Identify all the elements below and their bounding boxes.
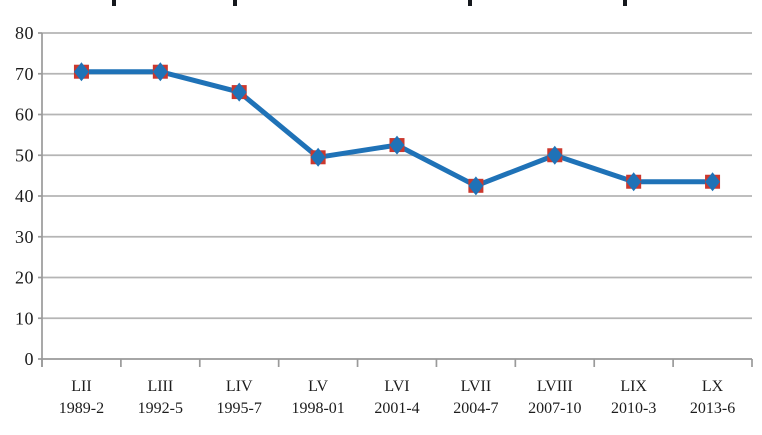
data-point-marker-diamond <box>231 82 247 102</box>
cropped-title-fragment <box>112 0 116 6</box>
category-label: LIV <box>226 378 253 395</box>
data-point-marker-diamond <box>547 145 563 165</box>
y-axis-label: 30 <box>15 227 34 247</box>
y-axis-label: 50 <box>15 145 34 165</box>
y-axis-label: 60 <box>15 105 34 125</box>
category-label: LVIII <box>537 378 573 395</box>
category-sublabel: 1992-5 <box>138 400 183 417</box>
data-point-marker-diamond <box>468 176 484 196</box>
cropped-title-fragment <box>623 0 627 6</box>
y-axis-label: 10 <box>15 308 34 328</box>
category-sublabel: 2007-10 <box>528 400 581 417</box>
category-label: LV <box>308 378 328 395</box>
y-axis-label: 0 <box>25 349 35 369</box>
category-label: LII <box>71 378 91 395</box>
y-axis-label: 70 <box>15 64 34 84</box>
category-sublabel: 2010-3 <box>611 400 656 417</box>
data-point-marker-diamond <box>626 172 642 192</box>
category-label: LIII <box>147 378 173 395</box>
cropped-title-fragment <box>468 0 472 6</box>
category-label: LVII <box>461 378 492 395</box>
series-line <box>78 69 716 189</box>
category-label: LX <box>702 378 724 395</box>
category-sublabel: 1989-2 <box>59 400 104 417</box>
data-point-marker-diamond <box>389 135 405 155</box>
category-sublabel: 1995-7 <box>217 400 262 417</box>
y-axis-label: 80 <box>15 23 34 43</box>
category-sublabel: 1998-01 <box>291 400 344 417</box>
category-sublabel: 2001-4 <box>374 400 419 417</box>
data-point-marker-diamond <box>310 147 326 167</box>
category-label: LVI <box>384 378 409 395</box>
cropped-title-fragment <box>233 0 237 6</box>
category-sublabel: 2013-6 <box>690 400 735 417</box>
y-axis-label: 20 <box>15 268 34 288</box>
category-sublabel: 2004-7 <box>453 400 498 417</box>
data-point-marker-diamond <box>152 62 168 82</box>
data-point-marker-diamond <box>73 62 89 82</box>
data-point-marker-diamond <box>705 172 721 192</box>
category-label: LIX <box>620 378 647 395</box>
y-axis-label: 40 <box>15 186 34 206</box>
